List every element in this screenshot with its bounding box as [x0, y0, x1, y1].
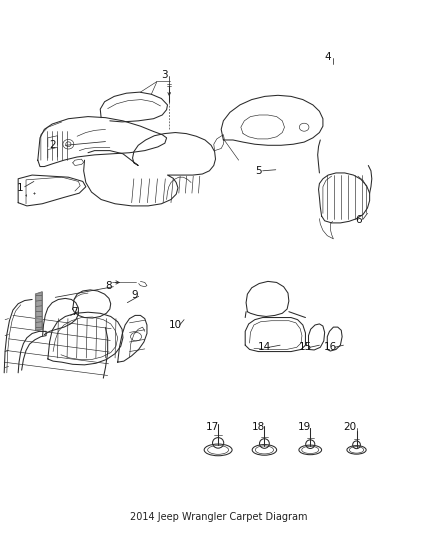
Text: 10: 10 [169, 320, 182, 330]
Text: 20: 20 [343, 422, 357, 432]
Text: 19: 19 [297, 422, 311, 432]
Text: 7: 7 [71, 306, 78, 317]
Text: 4: 4 [325, 52, 332, 61]
Text: 17: 17 [205, 422, 219, 432]
Text: 15: 15 [299, 342, 312, 352]
Polygon shape [35, 292, 42, 330]
Text: 16: 16 [324, 342, 337, 352]
Text: 9: 9 [131, 290, 138, 300]
Text: 8: 8 [106, 281, 112, 290]
Text: 2014 Jeep Wrangler Carpet Diagram: 2014 Jeep Wrangler Carpet Diagram [130, 512, 308, 522]
Text: 2: 2 [49, 140, 56, 150]
Text: 3: 3 [162, 70, 168, 80]
Text: 14: 14 [258, 342, 271, 352]
Text: 5: 5 [255, 166, 261, 176]
Text: 1: 1 [17, 183, 24, 193]
Text: 6: 6 [355, 215, 362, 225]
Text: 18: 18 [252, 422, 265, 432]
